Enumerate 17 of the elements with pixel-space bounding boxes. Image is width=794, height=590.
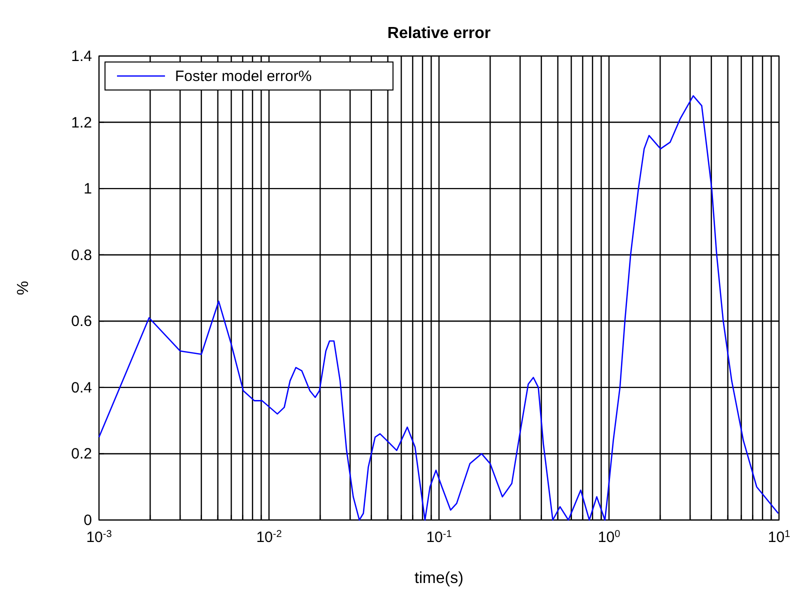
y-tick-label: 0.4: [71, 379, 92, 396]
y-tick-label: 1: [84, 180, 92, 198]
y-tick-label: 1.4: [71, 48, 92, 65]
x-axis-title: time(s): [414, 570, 464, 587]
x-tick-label: 10$^{-3}$: [86, 528, 112, 546]
chart-title: Relative error: [387, 25, 491, 42]
legend-label: Foster model error%: [175, 68, 312, 85]
y-axis-title: %: [15, 280, 32, 296]
y-tick-label: 0.6: [71, 313, 92, 330]
x-tick-label: 10$^{-1}$: [426, 528, 452, 546]
y-tick-label: 0: [84, 512, 92, 529]
y-tick-label: 1.2: [71, 114, 92, 132]
x-tick-label: 10$^{-2}$: [256, 528, 282, 546]
y-tick-label: 0.2: [71, 446, 92, 463]
x-tick-label: 10$^{0}$: [598, 528, 621, 546]
y-tick-label: 0.8: [71, 246, 92, 264]
x-tick-label: 10$^{1}$: [768, 528, 791, 546]
